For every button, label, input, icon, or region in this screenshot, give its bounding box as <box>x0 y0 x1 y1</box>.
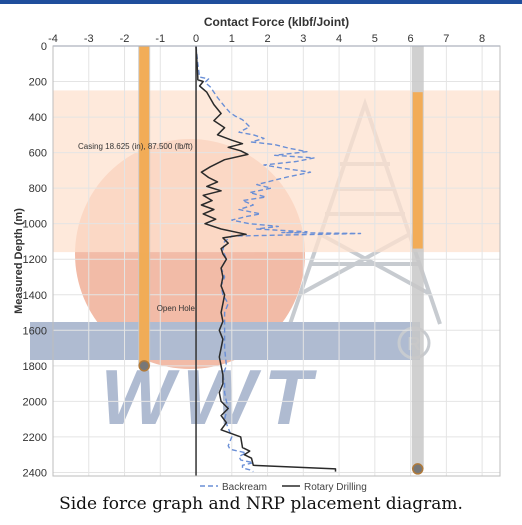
plot-frame <box>52 45 501 477</box>
casing-interval-band <box>53 90 500 253</box>
y-tick-label: 1200 <box>23 254 47 266</box>
tube-bit <box>412 463 424 475</box>
y-tick-label: 1600 <box>23 325 47 337</box>
chart-annotation: Casing 18.625 (in), 87.500 (lb/ft) <box>78 142 193 151</box>
tube-bit <box>138 360 150 372</box>
side-force-chart: WWT R -4-3-2-101234567802004006008001000… <box>13 15 501 492</box>
y-tick-label: 2200 <box>23 432 47 444</box>
y-tick-label: 2000 <box>23 396 47 408</box>
y-tick-label: 0 <box>41 41 47 53</box>
series-line-backream <box>195 45 362 473</box>
x-tick-label: 7 <box>443 33 449 45</box>
x-tick-label: 2 <box>264 33 270 45</box>
series-line-rotary-drilling <box>195 45 337 472</box>
legend-label: Backream <box>222 482 267 492</box>
x-tick-label: -3 <box>84 33 94 45</box>
watermark-text: WWT <box>101 353 320 441</box>
nrp-centralizer-segment <box>139 46 150 366</box>
chart-annotation: Open Hole <box>157 304 196 313</box>
y-tick-label: 1800 <box>23 361 47 373</box>
x-tick-label: 6 <box>408 33 414 45</box>
y-tick-label: 400 <box>29 112 47 124</box>
y-tick-label: 800 <box>29 183 47 195</box>
y-tick-label: 1000 <box>23 219 47 231</box>
y-axis-title: Measured Depth (m) <box>13 208 25 314</box>
figure-caption: Side force graph and NRP placement diagr… <box>59 494 463 514</box>
x-tick-label: 5 <box>372 33 378 45</box>
x-tick-label: 0 <box>193 33 199 45</box>
legend-label: Rotary Drilling <box>304 482 367 492</box>
y-tick-label: 200 <box>29 77 47 89</box>
y-tick-label: 600 <box>29 148 47 160</box>
top-rule <box>0 0 522 4</box>
chart-legend: Backream Rotary Drilling <box>200 482 367 492</box>
x-tick-label: 3 <box>300 33 306 45</box>
y-tick-label: 1400 <box>23 290 47 302</box>
nrp-centralizer-segment <box>412 92 423 249</box>
y-tick-label: 2400 <box>23 467 47 479</box>
x-tick-label: -4 <box>48 33 58 45</box>
x-tick-label: -1 <box>155 33 165 45</box>
x-axis-title: Contact Force (klbf/Joint) <box>204 15 349 29</box>
x-tick-label: -2 <box>120 33 130 45</box>
x-tick-label: 4 <box>336 33 342 45</box>
x-tick-label: 8 <box>479 33 485 45</box>
x-tick-label: 1 <box>229 33 235 45</box>
